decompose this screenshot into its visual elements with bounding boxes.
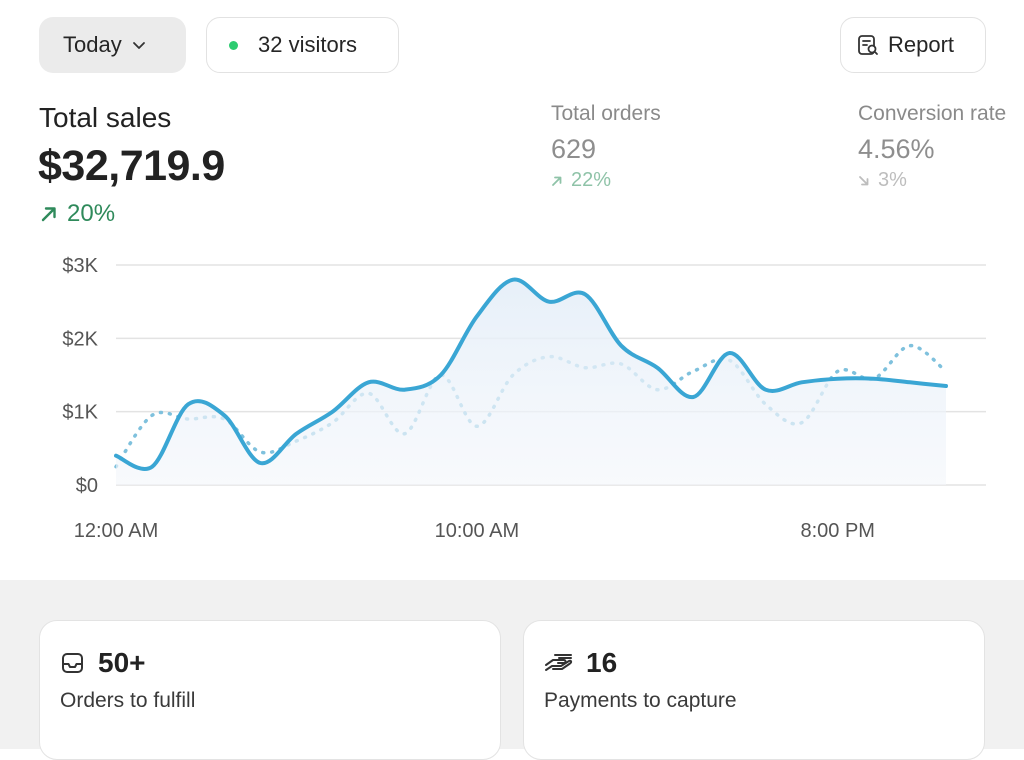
metric-change: 22% [551, 169, 661, 192]
y-tick-label: $3K [62, 255, 98, 277]
primary-series-area [116, 279, 946, 485]
date-range-dropdown[interactable]: Today [39, 17, 186, 73]
orders-to-fulfill-label: Orders to fulfill [60, 689, 196, 712]
y-axis-ticks: $0 $1K $2K $3K [62, 255, 98, 497]
payments-to-capture-card[interactable]: 16 Payments to capture [523, 620, 985, 760]
primary-series-line [114, 277, 948, 471]
date-range-label: Today [63, 32, 122, 57]
payments-to-capture-count: 16 [586, 647, 618, 678]
x-tick-label: 10:00 AM [435, 520, 520, 542]
arrow-up-right-icon [552, 176, 562, 186]
live-status-dot [229, 40, 238, 50]
y-tick-label: $1K [62, 402, 98, 424]
total-sales-change-value: 20% [67, 200, 116, 227]
metric-change-value: 22% [571, 169, 612, 191]
metric-value: 629 [551, 134, 597, 164]
metric-label: Total orders [551, 102, 661, 125]
report-icon [858, 35, 878, 55]
arrow-down-right-icon [859, 175, 869, 185]
x-tick-label: 12:00 AM [74, 520, 159, 542]
report-label: Report [888, 32, 955, 57]
x-axis-ticks: 12:00 AM 10:00 AM 8:00 PM [74, 520, 875, 542]
y-tick-label: $2K [62, 328, 98, 350]
metric-change: 3% [858, 169, 1024, 192]
sales-over-time-chart[interactable]: $0 $1K $2K $3K 12:00 AM 10:00 AM 8:00 PM [0, 240, 1024, 560]
y-tick-label: $0 [76, 475, 98, 497]
metric-value: 4.56% [858, 134, 935, 164]
live-visitors-button[interactable]: 32 visitors [206, 17, 399, 73]
visitors-label: 32 visitors [258, 32, 358, 57]
metric-conversion-rate[interactable]: Conversion rate 4.56% 3% [858, 102, 1024, 192]
payment-hand-icon [545, 654, 573, 671]
metric-total-orders[interactable]: Total orders 629 22% [551, 102, 661, 192]
payments-to-capture-label: Payments to capture [544, 689, 737, 712]
chart-series [114, 277, 948, 485]
x-tick-label: 8:00 PM [800, 520, 874, 542]
sales-overview-panel: Today 32 visitors Report Total sales $32… [0, 17, 1024, 560]
metric-change-value: 3% [878, 169, 907, 191]
total-sales-value: $32,719.9 [38, 142, 225, 190]
arrow-up-right-icon [41, 207, 56, 222]
inbox-icon [62, 653, 83, 673]
total-sales-label: Total sales [39, 102, 172, 133]
orders-to-fulfill-card[interactable]: 50+ Orders to fulfill [39, 620, 501, 760]
metric-label: Conversion rate [858, 102, 1007, 125]
chevron-down-icon [132, 42, 145, 49]
orders-to-fulfill-count: 50+ [98, 647, 146, 678]
total-sales-change: 20% [39, 200, 115, 228]
report-button[interactable]: Report [840, 17, 986, 73]
